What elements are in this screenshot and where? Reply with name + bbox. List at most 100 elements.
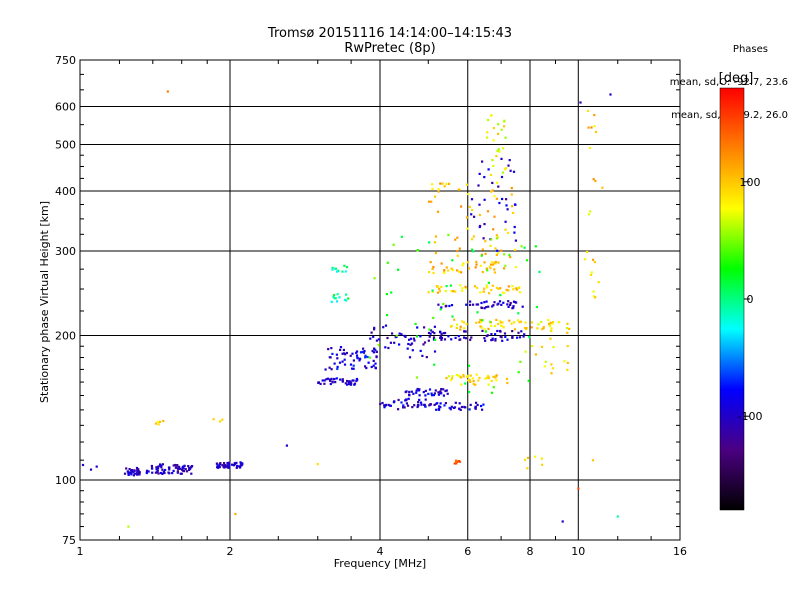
echo-point <box>330 368 333 371</box>
echo-point <box>368 356 371 359</box>
echo-point <box>440 262 443 265</box>
echo-point <box>355 351 358 354</box>
echo-point <box>550 363 553 366</box>
echo-point <box>136 471 139 474</box>
echo-point <box>409 337 413 340</box>
echo-point <box>504 167 508 170</box>
echo-point <box>404 391 407 394</box>
echo-point <box>456 269 459 272</box>
echo-point <box>325 378 328 381</box>
echo-point <box>428 241 431 244</box>
echo-point <box>445 266 448 269</box>
echo-point <box>469 338 472 341</box>
colorbar-tick-label: 100 <box>740 176 761 189</box>
echo-point <box>181 465 184 468</box>
echo-point <box>497 252 500 255</box>
echo-point <box>552 367 555 370</box>
echo-point <box>367 361 370 364</box>
echo-point <box>338 296 341 299</box>
echo-point <box>445 182 448 186</box>
echo-point <box>490 288 493 292</box>
echo-point <box>530 345 534 348</box>
echo-point <box>493 195 496 198</box>
echo-point <box>323 382 326 385</box>
echo-point <box>372 335 375 338</box>
echo-point <box>503 119 506 122</box>
echo-point <box>431 289 434 292</box>
echo-point <box>130 473 133 476</box>
echo-point <box>459 328 462 331</box>
x-tick-label: 10 <box>571 545 585 558</box>
echo-point <box>540 345 544 348</box>
echo-point <box>479 264 482 267</box>
echo-point <box>187 465 190 468</box>
echo-point <box>472 235 475 238</box>
echo-point <box>487 118 490 122</box>
echo-point <box>485 300 488 303</box>
echo-point <box>408 338 411 341</box>
colorbar-tick-label: -100 <box>738 410 763 423</box>
echo-point <box>453 462 456 465</box>
echo-point <box>176 470 179 473</box>
echo-point <box>161 472 164 475</box>
echo-point <box>522 335 525 338</box>
echo-point <box>483 328 486 331</box>
echo-point <box>566 368 569 371</box>
echo-point <box>234 512 237 516</box>
echo-point <box>343 363 347 366</box>
echo-point <box>335 353 338 356</box>
echo-point <box>440 285 443 289</box>
echo-point <box>443 404 446 407</box>
echo-point <box>221 418 224 421</box>
echo-point <box>589 273 593 276</box>
echo-point <box>463 327 466 330</box>
echo-point <box>525 259 529 262</box>
echo-point <box>353 383 356 386</box>
echo-point <box>460 205 463 208</box>
echo-point <box>497 287 500 290</box>
echo-point <box>502 301 505 304</box>
echo-point <box>444 389 447 393</box>
echo-point <box>89 468 93 471</box>
echo-point <box>436 291 439 294</box>
echo-point <box>472 250 475 253</box>
echo-point <box>462 262 465 265</box>
echo-point <box>219 462 222 465</box>
echo-point <box>513 231 516 234</box>
echo-point <box>504 335 507 338</box>
echo-point <box>411 349 414 352</box>
echo-point <box>416 387 419 391</box>
echo-point <box>601 186 604 189</box>
x-tick-label: 16 <box>673 545 687 558</box>
echo-point <box>349 354 352 357</box>
echo-point <box>490 263 493 266</box>
echo-point <box>467 379 470 382</box>
echo-point <box>362 351 365 354</box>
chart-subtitle: RwPretec (8p) <box>344 41 436 56</box>
echo-point <box>498 300 502 303</box>
echo-point <box>427 339 430 342</box>
echo-point <box>226 462 229 465</box>
echo-point <box>442 394 445 397</box>
echo-point <box>402 404 405 407</box>
y-tick-label: 500 <box>55 139 76 152</box>
echo-point <box>443 269 446 272</box>
echo-point <box>593 261 596 264</box>
echo-point <box>495 237 498 240</box>
echo-point <box>482 290 485 293</box>
echo-point <box>427 392 430 395</box>
echo-point <box>332 294 336 297</box>
echo-point <box>495 286 498 289</box>
echo-point <box>594 179 597 183</box>
echo-point <box>449 379 452 382</box>
echo-point <box>179 472 182 475</box>
echo-point <box>161 463 164 466</box>
echo-point <box>429 261 432 264</box>
echo-point <box>459 408 462 411</box>
echo-point <box>592 258 595 261</box>
echo-point <box>216 466 219 469</box>
echo-point <box>588 147 591 150</box>
echo-point <box>414 322 417 325</box>
echo-point <box>491 159 494 162</box>
echo-point <box>415 389 418 392</box>
